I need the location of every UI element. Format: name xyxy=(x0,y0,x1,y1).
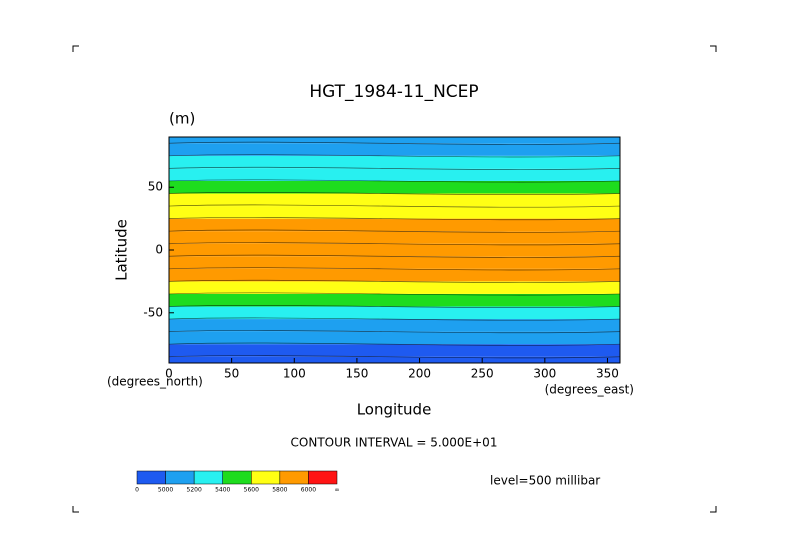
x-tick-label: 200 xyxy=(408,367,431,381)
x-tick-label: 250 xyxy=(471,367,494,381)
zonal-band xyxy=(169,306,620,320)
x-tick-label: 300 xyxy=(533,367,556,381)
zonal-band xyxy=(169,193,620,207)
zonal-band xyxy=(169,281,620,294)
colorbar-box xyxy=(251,470,281,485)
plot-area xyxy=(168,137,621,363)
zonal-band xyxy=(169,256,620,269)
contour-line xyxy=(168,217,621,221)
x-tick-label: 50 xyxy=(224,367,239,381)
y-tick-label: 0 xyxy=(155,243,163,257)
corner-marks xyxy=(72,45,717,513)
y-axis-label: Latitude xyxy=(113,219,131,281)
colorbar-box xyxy=(222,470,252,485)
contour-interval: CONTOUR INTERVAL = 5.000E+01 xyxy=(291,436,498,450)
contour-line xyxy=(168,342,621,346)
zonal-band xyxy=(169,268,620,282)
zonal-band xyxy=(169,180,620,194)
zonal-band xyxy=(169,356,620,363)
zonal-band xyxy=(169,155,620,169)
colorbar-box xyxy=(165,470,195,485)
contour-line xyxy=(168,305,621,308)
colorbar-box xyxy=(193,470,223,485)
x-tick-label: 350 xyxy=(596,367,619,381)
colorbar-label: 5600 xyxy=(244,487,259,494)
x-tick-label: 0 xyxy=(165,367,173,381)
colorbar-label: 6000 xyxy=(301,487,316,494)
contour-line xyxy=(168,317,621,321)
colorbar-label: 0 xyxy=(135,487,139,494)
contour-line xyxy=(168,355,621,359)
x-axis-label: Longitude xyxy=(357,401,432,419)
zonal-band xyxy=(169,331,620,345)
colorbar-box xyxy=(136,470,166,485)
zonal-band xyxy=(169,143,620,156)
zonal-band xyxy=(169,344,620,357)
contour-line xyxy=(168,254,621,258)
colorbar-label: ∞ xyxy=(335,487,340,494)
x-units: (degrees_east) xyxy=(545,383,634,397)
contour-line xyxy=(168,229,621,233)
zonal-band xyxy=(169,243,620,257)
y-tick-label: -50 xyxy=(143,305,163,319)
colorbar-label: 5800 xyxy=(272,487,287,494)
zonal-band xyxy=(169,137,620,144)
contour-line xyxy=(168,242,621,246)
x-tick-label: 100 xyxy=(283,367,306,381)
x-tick-label: 150 xyxy=(345,367,368,381)
colorbar-label: 5200 xyxy=(187,487,202,494)
zonal-band xyxy=(169,231,620,244)
colorbar-label: 5400 xyxy=(215,487,230,494)
contour-line xyxy=(168,141,621,145)
zonal-band xyxy=(169,168,620,181)
contour-line xyxy=(168,330,621,334)
contour-line xyxy=(168,179,621,183)
y-tick-label: 50 xyxy=(148,180,163,194)
contour-line xyxy=(168,279,621,283)
contour-line xyxy=(168,204,621,208)
colorbar-box xyxy=(279,470,309,485)
zonal-band xyxy=(169,293,620,307)
contour-line xyxy=(168,292,621,296)
zonal-band xyxy=(169,206,620,219)
level-label: level=500 millibar xyxy=(490,474,600,488)
y-units: (degrees_north) xyxy=(107,375,203,389)
contour-line xyxy=(168,166,621,170)
zonal-band xyxy=(169,319,620,332)
zonal-band xyxy=(169,218,620,232)
units: (m) xyxy=(169,110,195,128)
colorbar-label: 5000 xyxy=(158,487,173,494)
colorbar-box xyxy=(308,470,338,485)
contour-line xyxy=(168,267,621,271)
chart-title: HGT_1984-11_NCEP xyxy=(309,82,478,102)
contour-line xyxy=(168,154,621,158)
contour-line xyxy=(168,192,621,195)
